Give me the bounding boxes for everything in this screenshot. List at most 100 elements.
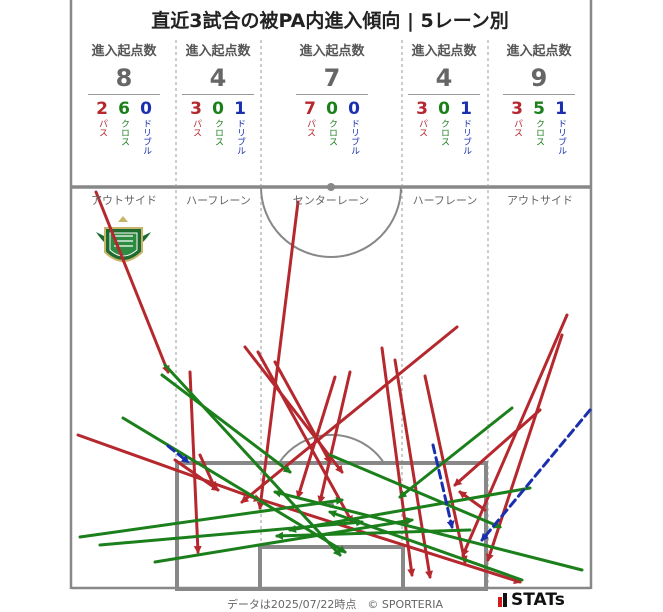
lane-breakdown: 7 パス 0 クロス 0 ドリブル	[292, 99, 372, 155]
pass-arrow	[260, 498, 522, 584]
pass-count: 3	[416, 99, 428, 119]
brand-logo: STATs	[498, 590, 565, 610]
lane-header: 進入起点数	[411, 44, 477, 59]
dribble-label: ドリブル	[556, 119, 566, 155]
pass-label: パス	[97, 119, 107, 137]
cross-label: クロス	[534, 119, 544, 146]
cross-arrow	[121, 416, 347, 554]
cross-label: クロス	[439, 119, 449, 146]
pass-arrow	[458, 490, 487, 512]
cross-count: 6	[118, 99, 130, 119]
center-circle	[260, 186, 402, 258]
pass-arrow	[317, 370, 352, 504]
lane-panel-right-outside: 進入起点数 9 3 パス 5 クロス 1 ドリブル	[499, 40, 579, 155]
pass-count: 2	[96, 99, 108, 119]
goal-area	[258, 545, 405, 591]
data-source-footer: データは2025/07/22時点 © SPORTERIA	[226, 598, 444, 611]
pass-arrow	[273, 360, 332, 464]
lane-total: 4	[435, 64, 453, 92]
lane-total: 9	[530, 64, 548, 92]
dribble-label: ドリブル	[141, 119, 151, 155]
lane-panel-left-outside: 進入起点数 8 2 パス 6 クロス 0 ドリブル	[84, 40, 164, 155]
center-spot	[327, 183, 335, 191]
lane-header: 進入起点数	[299, 44, 365, 59]
cross-arrow	[160, 373, 292, 474]
lane-breakdown: 3 パス 5 クロス 1 ドリブル	[499, 99, 579, 155]
pass-label: パス	[512, 119, 522, 137]
pass-arrow	[256, 350, 354, 524]
cross-count: 0	[438, 99, 450, 119]
dribble-count: 1	[234, 99, 246, 119]
lane-total: 7	[323, 64, 341, 92]
divider	[182, 94, 254, 95]
pass-arrow	[94, 190, 170, 374]
pass-count: 7	[304, 99, 316, 119]
pass-arrow	[380, 346, 416, 577]
cross-count: 0	[326, 99, 338, 119]
lane-name-right-outside: アウトサイド	[507, 194, 573, 207]
dribble-count: 1	[460, 99, 472, 119]
cross-arrow	[288, 486, 532, 533]
cross-arrow	[398, 406, 514, 499]
lane-breakdown: 2 パス 6 クロス 0 ドリブル	[84, 99, 164, 155]
cross-arrow	[163, 363, 342, 557]
divider	[408, 94, 480, 95]
dribble-count: 0	[348, 99, 360, 119]
dribble-arrow	[431, 443, 455, 529]
pass-arrow	[76, 433, 262, 502]
cross-arrow	[273, 489, 584, 572]
dribble-label: ドリブル	[235, 119, 245, 155]
cross-count: 0	[212, 99, 224, 119]
pass-label: パス	[417, 119, 427, 137]
pass-arrow	[461, 313, 569, 557]
brand-mark-icon	[498, 593, 508, 607]
lane-name-left-outside: アウトサイド	[91, 194, 157, 207]
cross-count: 5	[533, 99, 545, 119]
entry-arrows	[76, 190, 592, 584]
pass-label: パス	[191, 119, 201, 137]
penalty-arc	[278, 433, 385, 464]
lane-panel-left-halfspace: 進入起点数 4 3 パス 0 クロス 1 ドリブル	[178, 40, 258, 155]
lane-name-left-halfspace: ハーフレーン	[186, 194, 251, 207]
pass-arrow	[453, 408, 542, 487]
cross-arrow	[275, 528, 472, 540]
lane-name-right-halfspace: ハーフレーン	[412, 194, 478, 207]
lane-header: 進入起点数	[91, 44, 157, 59]
cross-arrow	[78, 496, 344, 539]
cross-label: クロス	[213, 119, 223, 146]
dribble-label: ドリブル	[349, 119, 359, 155]
lane-total: 8	[115, 64, 133, 92]
pass-count: 3	[190, 99, 202, 119]
dribble-count: 0	[140, 99, 152, 119]
pass-label: パス	[305, 119, 315, 137]
cross-label: クロス	[119, 119, 129, 146]
lane-breakdown: 3 パス 0 クロス 1 ドリブル	[178, 99, 258, 155]
lane-header: 進入起点数	[185, 44, 251, 59]
divider	[88, 94, 160, 95]
lane-name-center: センターレーン	[292, 194, 370, 207]
page-title: 直近3試合の被PA内進入傾向 | 5レーン別	[151, 10, 509, 32]
dribble-arrow	[480, 408, 592, 542]
brand-name: STATs	[511, 590, 565, 610]
cross-arrow	[328, 510, 524, 582]
dribble-label: ドリブル	[461, 119, 471, 155]
divider	[503, 94, 575, 95]
dribble-count: 1	[555, 99, 567, 119]
divider	[296, 94, 368, 95]
lane-total: 4	[209, 64, 227, 92]
dribble-arrow	[166, 444, 190, 464]
team-crest-icon	[96, 216, 151, 262]
cross-arrow	[328, 453, 502, 529]
pass-arrow	[295, 375, 337, 499]
pass-arrow	[198, 453, 217, 490]
lane-panel-center: 進入起点数 7 7 パス 0 クロス 0 ドリブル	[292, 40, 372, 155]
lane-header: 進入起点数	[506, 44, 572, 59]
pass-arrow	[240, 325, 459, 504]
pass-count: 3	[511, 99, 523, 119]
pass-arrow	[256, 200, 300, 510]
pass-arrow	[393, 358, 433, 579]
lane-panel-right-halfspace: 進入起点数 4 3 パス 0 クロス 1 ドリブル	[404, 40, 484, 155]
cross-label: クロス	[327, 119, 337, 146]
pass-arrow	[243, 345, 344, 474]
